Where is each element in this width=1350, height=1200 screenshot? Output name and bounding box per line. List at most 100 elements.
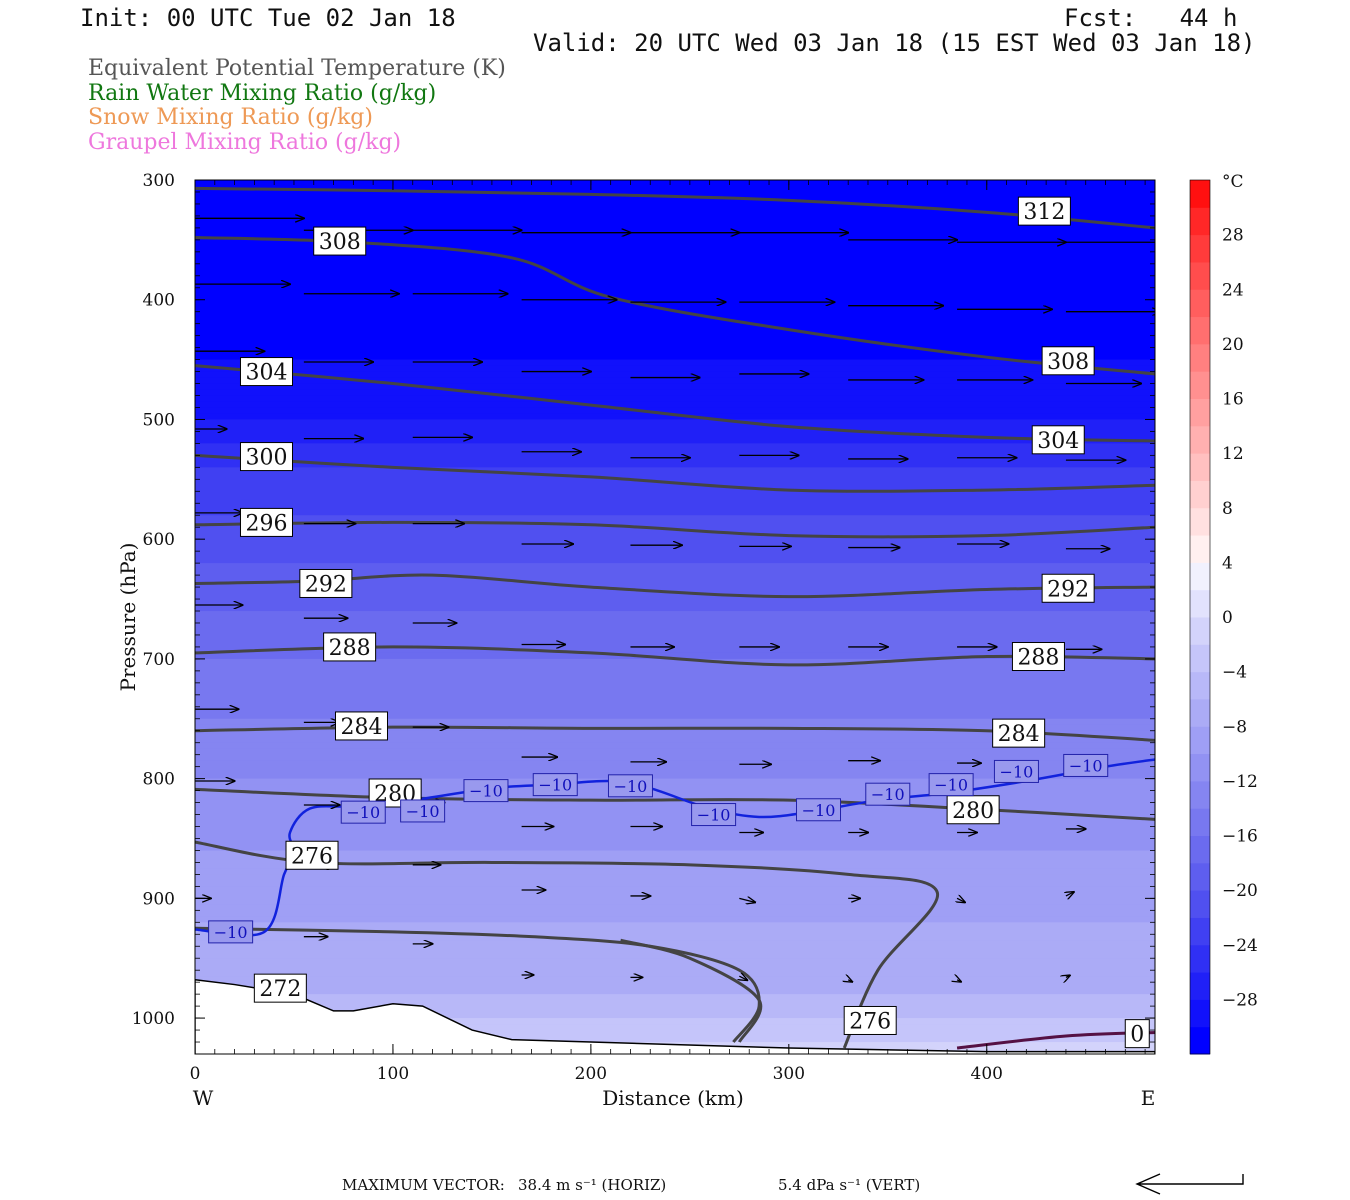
isotherm-label-box — [928, 773, 974, 797]
colorbar-swatch — [1190, 835, 1210, 864]
plot-frame — [194, 179, 1156, 1055]
temperature-band — [195, 509, 1155, 516]
colorbar-tick-label: 28 — [1222, 226, 1244, 246]
temperature-band — [195, 736, 1155, 744]
temperature-band — [195, 305, 1155, 313]
isotherm-label: −10 — [1063, 753, 1109, 777]
temperature-band — [195, 808, 1155, 816]
temperature-band — [195, 910, 1155, 917]
contour-label-box — [239, 507, 293, 537]
colorbar-swatch — [1190, 398, 1210, 427]
isotherm-label: −10 — [208, 920, 254, 944]
contour-label-text: 288 — [329, 636, 371, 661]
contour-label-text: 280 — [952, 799, 994, 824]
colorbar-swatch — [1190, 808, 1210, 836]
terrain — [195, 979, 1155, 1054]
temperature-band — [195, 670, 1155, 678]
colorbar-tick-label: 16 — [1222, 390, 1244, 410]
forecast-hour: Fcst: 44 h — [1064, 4, 1238, 32]
terrain-surface — [195, 979, 1155, 1054]
contour-label-box — [843, 1005, 897, 1035]
y-tick-label: 300 — [143, 171, 175, 191]
temperature-band — [195, 1006, 1155, 1013]
axes: 300 400 500 600 700 800 900 1000 0 100 200 300 400 — [132, 171, 1155, 1084]
x-tick-label: 300 — [773, 1064, 805, 1084]
temperature-band — [195, 611, 1155, 618]
colorbar-swatch — [1190, 343, 1210, 372]
wind-vector — [1066, 975, 1070, 977]
legend-snow: Snow Mixing Ratio (g/kg) — [88, 105, 373, 130]
contour-label-text: 276 — [291, 844, 333, 869]
colorbar-tick-label: −20 — [1222, 881, 1258, 901]
colorbar-swatch — [1190, 425, 1210, 454]
temperature-band — [195, 287, 1155, 295]
isotherm-label-text: −10 — [346, 803, 380, 822]
contour-label-box — [992, 718, 1046, 748]
temperature-band — [195, 688, 1155, 696]
contour-label-text: 304 — [1037, 429, 1079, 454]
contour-label-text: 296 — [245, 511, 287, 536]
temperature-band — [195, 605, 1155, 612]
colorbar-swatch — [1190, 944, 1210, 973]
contour-label-box — [334, 711, 388, 741]
temperature-band — [195, 856, 1155, 864]
temperature-band — [195, 742, 1155, 750]
temperature-band — [195, 814, 1155, 822]
temperature-band — [195, 203, 1155, 211]
valid-time: Valid: 20 UTC Wed 03 Jan 18 (15 EST Wed … — [533, 29, 1256, 57]
temperature-band — [195, 694, 1155, 702]
isotherm-label-box — [532, 773, 578, 797]
colorbar-tick-label: −8 — [1222, 717, 1247, 737]
contour-label-text: 312 — [1023, 200, 1065, 225]
isotherm-label: −10 — [340, 800, 386, 824]
init-time: Init: 00 UTC Tue 02 Jan 18 — [80, 4, 456, 32]
temperature-band — [195, 718, 1155, 726]
contour-label: 292 — [299, 568, 353, 598]
colorbar-swatch — [1190, 698, 1210, 727]
max-vector-vert: 5.4 dPa s⁻¹ (VERT) — [778, 1176, 921, 1194]
temperature-band — [195, 311, 1155, 319]
colorbar-swatch — [1190, 972, 1210, 1000]
temperature-band — [195, 784, 1155, 792]
temperature-band — [195, 599, 1155, 606]
temperature-band — [195, 557, 1155, 564]
temperature-band — [195, 676, 1155, 684]
temperature-band — [195, 832, 1155, 840]
colorbar-swatch — [1190, 480, 1210, 509]
colorbar-swatch — [1190, 507, 1210, 536]
temperature-band — [195, 970, 1155, 977]
legend-graupel: Graupel Mixing Ratio (g/kg) — [88, 130, 402, 155]
colorbar-swatch — [1190, 371, 1210, 399]
temperature-band — [195, 209, 1155, 217]
temperature-band — [195, 197, 1155, 205]
temperature-band — [195, 341, 1155, 349]
temperature-band — [195, 227, 1155, 235]
wind-vector — [1066, 892, 1074, 896]
temperature-band — [195, 293, 1155, 301]
temperature-band — [195, 329, 1155, 337]
temperature-band — [195, 185, 1155, 193]
temperature-band — [195, 461, 1155, 468]
contour-label-text: 284 — [340, 715, 382, 740]
temperature-band — [195, 437, 1155, 444]
contour-label: 276 — [843, 1005, 897, 1035]
contour-label-text: 272 — [259, 977, 301, 1002]
isotherm-label: −10 — [993, 759, 1039, 783]
contour-label-box — [299, 568, 353, 598]
isotherm-label: −10 — [928, 773, 974, 797]
contour-label-box — [1031, 425, 1085, 455]
temperature-band — [195, 778, 1155, 786]
contour-label: 288 — [1011, 642, 1065, 672]
isotherm-label-box — [400, 799, 446, 823]
contour-label-text: 308 — [319, 230, 361, 255]
colorbar-swatch — [1190, 917, 1210, 946]
contour-label-text: 300 — [245, 446, 287, 471]
isotherm-label-text: −10 — [538, 776, 572, 795]
wind-vector — [739, 898, 755, 902]
temperature-band — [195, 976, 1155, 983]
colorbar-tick-label: 0 — [1222, 608, 1233, 628]
temperature-band — [195, 706, 1155, 714]
x-tick-label: 0 — [190, 1064, 201, 1084]
temperature-band — [195, 892, 1155, 899]
